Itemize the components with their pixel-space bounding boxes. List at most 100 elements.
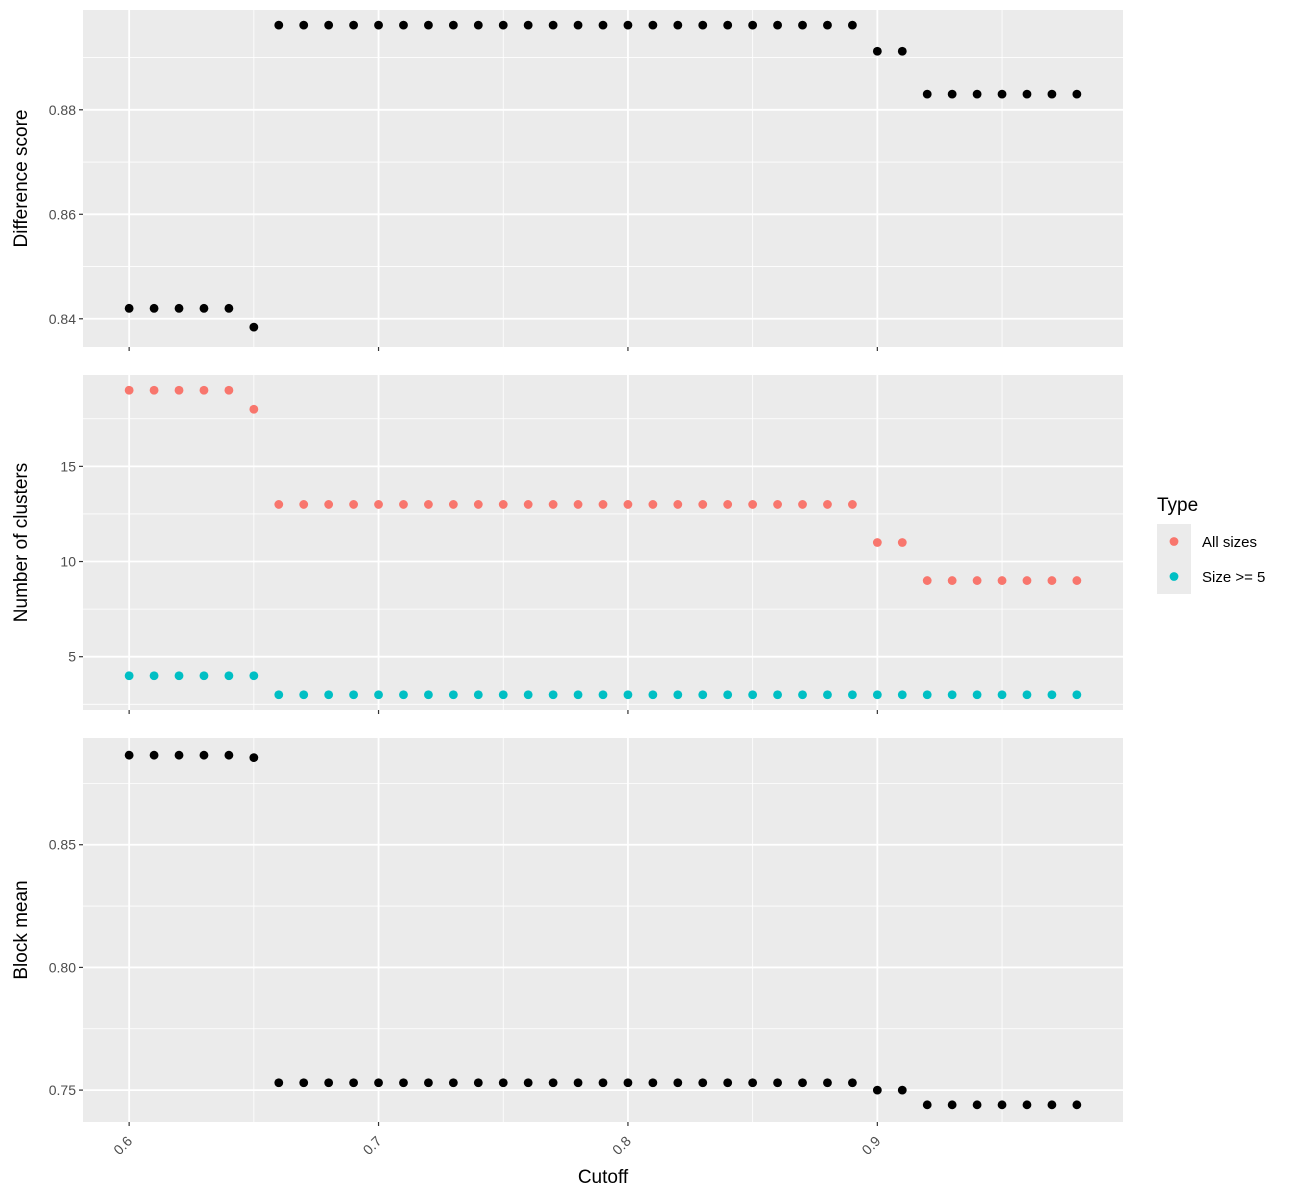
data-point: [723, 1078, 733, 1088]
data-point: [573, 500, 583, 509]
data-point: [124, 671, 134, 681]
data-point: [1072, 576, 1082, 585]
data-point: [773, 690, 782, 700]
x-axis-title: Cutoff: [578, 1167, 629, 1188]
data-point: [823, 500, 832, 509]
x-tick-label: 0.8: [609, 1133, 634, 1158]
data-point: [872, 538, 882, 547]
data-point: [349, 500, 358, 509]
data-point: [922, 1100, 932, 1110]
x-tick-label: 0.9: [858, 1133, 883, 1158]
data-point: [698, 1078, 708, 1088]
data-point: [249, 671, 259, 681]
data-point: [947, 576, 957, 585]
data-point: [897, 46, 907, 56]
data-point: [897, 538, 907, 547]
data-point: [997, 1100, 1007, 1110]
data-point: [972, 576, 982, 585]
data-point: [972, 89, 982, 99]
panel-2: 5 10 15 Number of clusters: [11, 375, 1123, 714]
legend-key: [1169, 572, 1179, 581]
data-point: [448, 500, 458, 509]
data-point: [548, 500, 558, 509]
data-point: [473, 1078, 483, 1088]
data-point: [997, 576, 1007, 585]
data-point: [598, 690, 608, 700]
data-point: [424, 500, 433, 509]
data-point: [823, 1078, 832, 1088]
data-point: [498, 1078, 508, 1088]
y-tick-label: 10: [60, 554, 76, 570]
data-point: [399, 20, 408, 30]
data-point: [249, 322, 259, 332]
data-point: [1072, 1100, 1082, 1110]
data-point: [1047, 690, 1057, 700]
data-point: [274, 690, 284, 700]
data-point: [174, 385, 184, 395]
data-point: [548, 690, 558, 700]
data-point: [1022, 89, 1032, 99]
data-point: [823, 20, 832, 30]
x-tick-label: 0.6: [110, 1133, 135, 1158]
data-point: [448, 1078, 458, 1088]
data-point: [972, 690, 982, 700]
data-point: [124, 303, 134, 313]
data-point: [199, 303, 209, 313]
data-point: [648, 690, 658, 700]
data-point: [448, 20, 458, 30]
x-tick-label: 0.7: [360, 1133, 385, 1158]
data-point: [174, 671, 184, 681]
data-point: [249, 753, 259, 763]
legend-label: Size >= 5: [1202, 569, 1265, 586]
data-point: [274, 500, 284, 509]
data-point: [498, 500, 508, 509]
data-point: [773, 500, 782, 509]
data-point: [598, 500, 608, 509]
data-point: [723, 20, 733, 30]
data-point: [623, 690, 633, 700]
y-tick-label: 15: [60, 458, 76, 474]
data-point: [473, 500, 483, 509]
data-point: [798, 1078, 807, 1088]
data-point: [922, 576, 932, 585]
data-point: [149, 750, 159, 760]
data-point: [947, 1100, 957, 1110]
y-axis-title: Difference score: [11, 110, 32, 248]
data-point: [947, 89, 957, 99]
data-point: [424, 20, 433, 30]
data-point: [1022, 690, 1032, 700]
data-point: [299, 20, 309, 30]
y-axis-title: Block mean: [11, 880, 32, 979]
data-point: [374, 20, 383, 30]
data-point: [399, 500, 408, 509]
data-point: [149, 671, 159, 681]
data-point: [399, 690, 408, 700]
data-point: [573, 20, 583, 30]
data-point: [424, 1078, 433, 1088]
data-point: [523, 690, 533, 700]
legend-title: Type: [1157, 495, 1198, 516]
data-point: [224, 671, 234, 681]
series-size-5: [124, 671, 1082, 700]
data-point: [174, 303, 184, 313]
panel-background: [83, 10, 1123, 347]
data-point: [648, 20, 658, 30]
data-point: [274, 1078, 284, 1088]
data-point: [473, 690, 483, 700]
data-point: [648, 1078, 658, 1088]
data-point: [349, 20, 358, 30]
y-tick-label: 0.85: [49, 837, 76, 853]
data-point: [897, 690, 907, 700]
data-point: [548, 1078, 558, 1088]
data-point: [748, 690, 758, 700]
legend-items: All sizes Size >= 5: [1157, 524, 1265, 594]
data-point: [374, 500, 383, 509]
data-point: [698, 690, 708, 700]
data-point: [648, 500, 658, 509]
y-tick-label: 0.80: [49, 959, 76, 975]
data-point: [324, 500, 334, 509]
data-point: [673, 1078, 683, 1088]
y-tick-label: 5: [68, 649, 76, 665]
data-point: [149, 385, 159, 395]
